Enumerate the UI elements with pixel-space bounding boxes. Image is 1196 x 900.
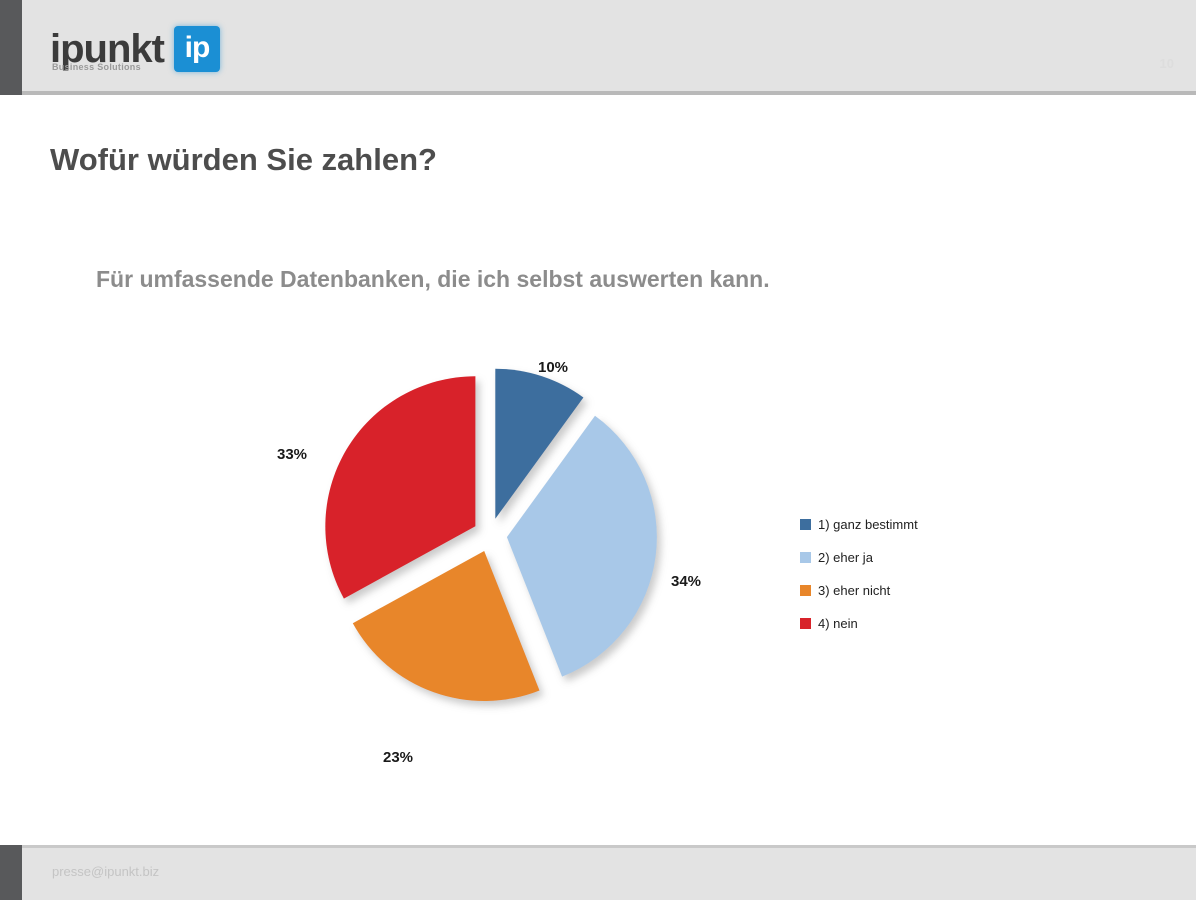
legend-item-label: 1) ganz bestimmt: [818, 517, 918, 532]
page-title: Wofür würden Sie zahlen?: [50, 142, 437, 177]
legend-item-2[interactable]: 2) eher ja: [800, 541, 1000, 574]
legend-item-4[interactable]: 4) nein: [800, 607, 1000, 640]
pie-slice-1: [495, 368, 584, 519]
footer-divider: [22, 845, 1196, 848]
slide-header: ipunkt Business Solutions ip 10: [0, 0, 1196, 95]
pie-slice-2: [506, 415, 657, 677]
page-subtitle: Für umfassende Datenbanken, die ich selb…: [96, 266, 770, 292]
page-number: 10: [1159, 56, 1174, 71]
company-logo: ipunkt Business Solutions ip: [50, 26, 220, 72]
legend-swatch-icon: [800, 519, 811, 530]
slide-footer: presse@ipunkt.biz: [0, 845, 1196, 900]
logo-wordmark-text: ipunkt: [50, 27, 165, 71]
pie-label-4: 33%: [277, 446, 308, 463]
pie-slice-3: [352, 551, 540, 702]
footer-contact-email[interactable]: presse@ipunkt.biz: [52, 864, 160, 879]
pie-label-3: 23%: [383, 749, 414, 766]
pie-chart-svg: [325, 368, 657, 702]
logo-badge-icon: ip: [173, 26, 220, 72]
logo-tagline-text: Business Solutions: [52, 62, 141, 72]
logo-badge-label: ip: [184, 30, 211, 64]
pie-label-2: 34%: [671, 573, 702, 590]
legend-item-3[interactable]: 3) eher nicht: [800, 574, 1000, 607]
header-accent-bar: [0, 0, 22, 95]
legend-swatch-icon: [800, 618, 811, 629]
legend-swatch-icon: [800, 585, 811, 596]
legend-swatch-icon: [800, 552, 811, 563]
header-divider: [22, 91, 1196, 95]
chart-legend: 1) ganz bestimmt 2) eher ja 3) eher nich…: [800, 508, 1000, 640]
footer-accent-bar: [0, 845, 22, 900]
legend-item-label: 4) nein: [818, 616, 858, 631]
pie-chart: 10% 34% 23% 33%: [250, 345, 990, 795]
legend-item-label: 3) eher nicht: [818, 583, 891, 598]
legend-item-1[interactable]: 1) ganz bestimmt: [800, 508, 1000, 541]
legend-item-label: 2) eher ja: [818, 550, 873, 565]
pie-label-1: 10%: [538, 359, 569, 376]
pie-slice-4: [325, 376, 476, 599]
